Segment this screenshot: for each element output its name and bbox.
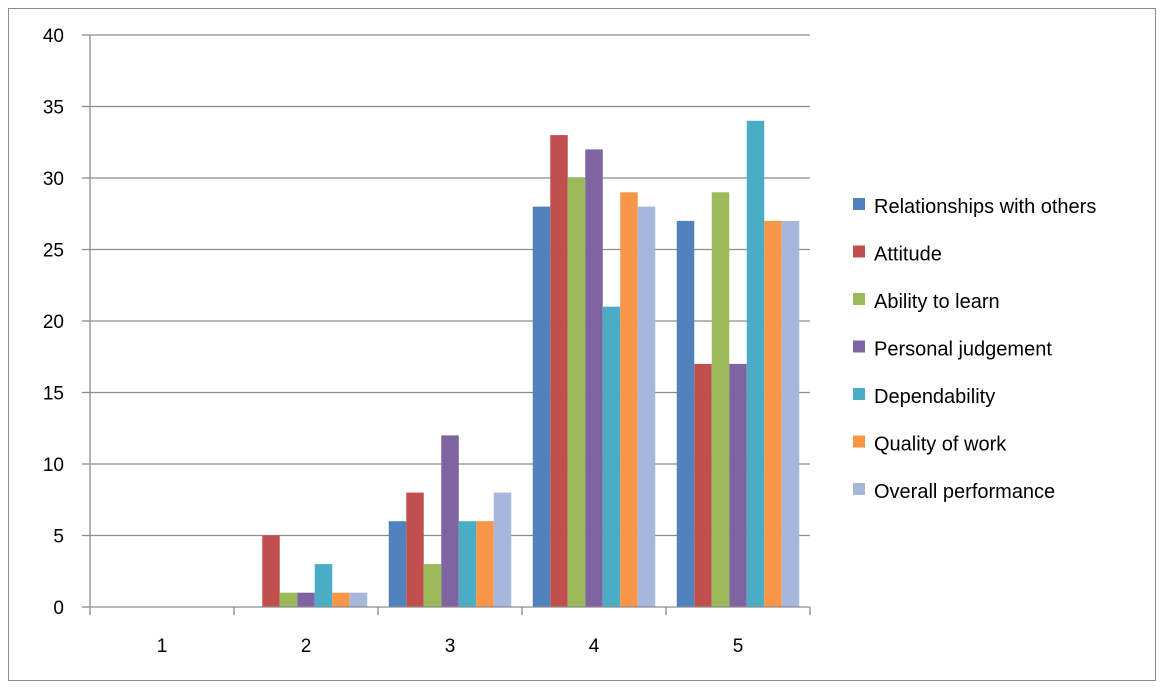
- bar: [349, 592, 368, 607]
- bar: [406, 492, 424, 607]
- bar: [532, 206, 551, 607]
- bar: [493, 492, 512, 607]
- legend-swatch: [853, 340, 865, 353]
- y-tick-label: 15: [43, 384, 64, 405]
- bar: [602, 306, 621, 607]
- bar: [585, 149, 603, 607]
- legend-swatch: [853, 198, 865, 210]
- bar: [279, 592, 298, 607]
- bar: [781, 220, 800, 607]
- y-tick-label: 35: [43, 98, 64, 119]
- legend-swatch: [853, 245, 865, 258]
- legend-swatch: [853, 483, 865, 495]
- y-tick-label: 0: [53, 598, 64, 619]
- bar: [620, 192, 638, 608]
- x-tick-label: 1: [157, 636, 168, 657]
- bar: [676, 220, 695, 607]
- bar: [458, 521, 477, 607]
- legend-swatch: [853, 388, 865, 400]
- axes: [82, 34, 811, 615]
- legend-label: Dependability: [874, 386, 995, 408]
- bar: [332, 592, 350, 607]
- bar: [694, 363, 712, 607]
- y-tick-label: 25: [43, 241, 64, 262]
- bar: [262, 535, 280, 607]
- x-tick-label: 3: [445, 636, 456, 657]
- bar: [637, 206, 656, 607]
- legend-swatch: [853, 293, 865, 305]
- legend-swatch: [853, 435, 865, 448]
- legend-label: Ability to learn: [874, 291, 1000, 313]
- bar: [388, 521, 407, 607]
- bar: [423, 564, 442, 607]
- bar: [550, 135, 568, 607]
- y-tick-label: 30: [43, 169, 64, 190]
- y-tick-label: 40: [43, 26, 64, 47]
- bar: [746, 120, 765, 608]
- x-tick-labels: 1 2 3 4 5: [157, 636, 744, 657]
- y-tick-labels: 0 5 10 15 20 25 30 35 40: [43, 26, 64, 619]
- bar: [441, 435, 459, 607]
- y-tick-label: 20: [43, 312, 64, 333]
- y-tick-label: 5: [53, 527, 64, 548]
- bar: [314, 564, 333, 607]
- bar: [711, 192, 730, 608]
- bars: [262, 120, 800, 608]
- legend: Relationships with others Attitude Ability…: [853, 196, 1096, 503]
- bar: [297, 592, 315, 607]
- bar: [476, 521, 494, 607]
- legend-label: Attitude: [874, 244, 942, 266]
- x-tick-label: 2: [301, 636, 312, 657]
- bar: [764, 220, 782, 607]
- bar: [567, 178, 586, 607]
- x-tick-label: 4: [589, 636, 600, 657]
- x-tick-label: 5: [733, 636, 744, 657]
- legend-label: Personal judgement: [874, 339, 1052, 361]
- legend-label: Relationships with others: [874, 196, 1096, 218]
- y-tick-label: 10: [43, 455, 64, 476]
- legend-label: Overall performance: [874, 481, 1055, 503]
- legend-label: Quality of work: [874, 434, 1007, 456]
- bar: [729, 363, 747, 607]
